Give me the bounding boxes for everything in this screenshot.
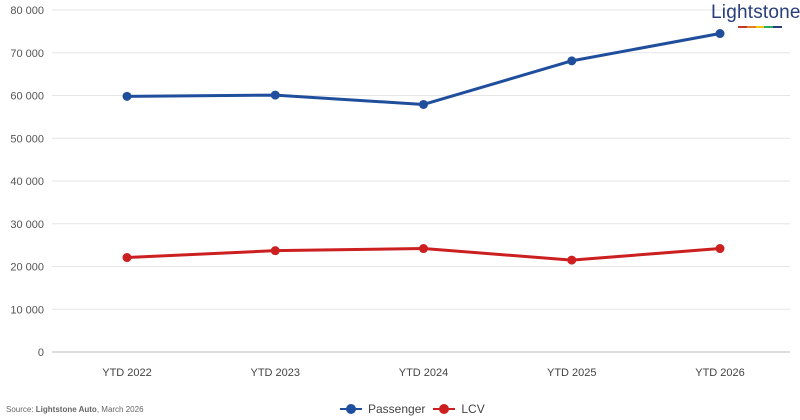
legend-marker-passenger: [340, 404, 362, 414]
data-point-passenger: [567, 56, 577, 66]
data-point-lcv: [122, 253, 132, 263]
x-tick-label: YTD 2025: [547, 367, 597, 379]
source-prefix: Source:: [6, 405, 36, 414]
data-point-passenger: [122, 91, 132, 101]
data-point-lcv: [270, 246, 280, 256]
data-point-passenger: [270, 90, 280, 100]
x-tick-label: YTD 2022: [102, 367, 152, 379]
logo-text: Lightstone: [711, 2, 800, 23]
data-point-lcv: [715, 244, 725, 254]
legend-label-lcv: LCV: [461, 402, 485, 416]
y-tick-label: 20 000: [10, 262, 44, 274]
y-tick-label: 60 000: [10, 91, 44, 103]
legend-label-passenger: Passenger: [368, 402, 426, 416]
data-point-passenger: [715, 29, 725, 39]
x-tick-label: YTD 2026: [695, 367, 745, 379]
y-tick-label: 80 000: [10, 5, 44, 17]
x-tick-label: YTD 2023: [250, 367, 300, 379]
legend-marker-lcv: [433, 404, 456, 414]
logo-underline: [738, 26, 782, 28]
y-tick-label: 10 000: [10, 304, 44, 316]
chart-legend: Passenger LCV: [340, 402, 485, 416]
y-tick-label: 70 000: [10, 48, 44, 60]
source-name: Lightstone Auto: [35, 405, 97, 414]
legend-item-lcv: LCV: [433, 402, 485, 416]
legend-item-passenger: Passenger: [340, 402, 425, 416]
y-tick-label: 50 000: [10, 133, 44, 145]
source-note: Source: Lightstone Auto, March 2026: [6, 405, 144, 414]
x-tick-label: YTD 2024: [399, 367, 449, 379]
series-line-passenger: [126, 32, 721, 106]
y-tick-label: 30 000: [10, 219, 44, 231]
data-point-lcv: [567, 255, 577, 265]
data-point-passenger: [419, 99, 428, 109]
source-suffix: , March 2026: [96, 405, 144, 414]
y-tick-label: 40 000: [10, 176, 44, 188]
y-tick-label: 0: [38, 347, 44, 359]
brand-logo: Lightstone: [711, 2, 800, 24]
data-point-lcv: [419, 244, 428, 254]
